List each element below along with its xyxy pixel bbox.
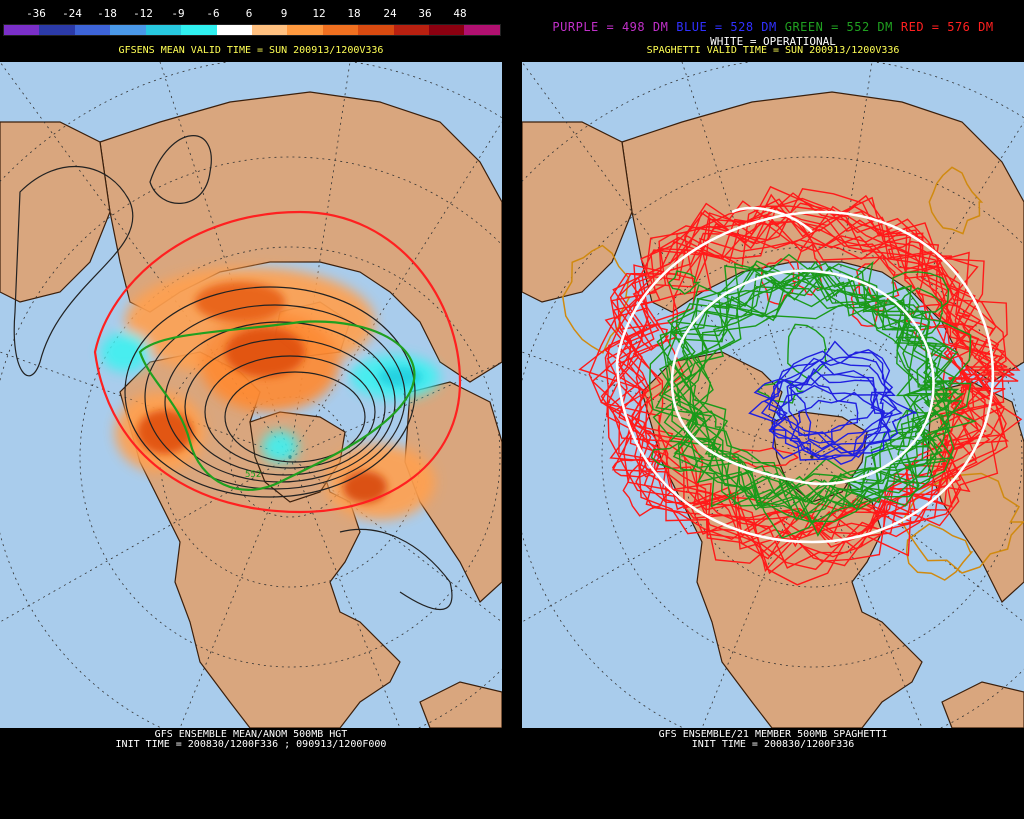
contour-576-red xyxy=(93,210,462,514)
spaghetti-member-contour xyxy=(905,523,974,581)
spaghetti-member-contour xyxy=(796,243,825,296)
contour-552-green xyxy=(138,320,416,491)
legend-purple: PURPLE = 498 DM xyxy=(552,20,669,34)
spaghetti-footer-init-time: INIT TIME = 200830/1200F336 xyxy=(691,739,855,750)
spaghetti-member-contour xyxy=(731,447,799,468)
colorbar-swatch xyxy=(464,25,500,35)
spaghetti-member-contour xyxy=(604,193,1010,575)
colorbar-swatch xyxy=(393,25,430,35)
spaghetti-member-contour xyxy=(753,350,892,435)
colorbar-tick: 48 xyxy=(453,7,467,20)
colorbar-swatch xyxy=(216,25,252,35)
spaghetti-member-contour xyxy=(942,351,969,407)
legend-red: RED = 576 DM xyxy=(900,20,994,34)
colorbar-tick-labels: -36 -24 -18 -12 -9 -6 6 9 12 18 24 36 48 xyxy=(0,7,502,21)
asia-east xyxy=(522,121,633,303)
colorbar-swatch xyxy=(287,25,323,35)
colorbar-tick: 24 xyxy=(383,7,397,20)
colorbar-swatch xyxy=(181,25,217,35)
mean-footer-title: GFS ENSEMBLE MEAN/ANOM 500MB HGT xyxy=(154,729,348,740)
spaghetti-member-contour xyxy=(655,253,972,509)
spaghetti-member-contour xyxy=(671,270,956,523)
colorbar-swatch xyxy=(251,25,288,35)
colorbar-swatch xyxy=(74,25,111,35)
operational-contours xyxy=(615,206,995,544)
spaghetti-contours-528 xyxy=(748,340,917,465)
spaghetti-member-contour xyxy=(788,356,887,456)
spaghetti-member-contour xyxy=(786,351,903,454)
spaghetti-member-contour xyxy=(768,340,898,444)
spaghetti-member-contour xyxy=(667,270,701,295)
colorbar-tick: -24 xyxy=(62,7,82,20)
spaghetti-member-contour xyxy=(911,323,974,361)
spaghetti-member-contour xyxy=(895,409,945,442)
spaghetti-panel: PURPLE = 498 DM BLUE = 528 DM GREEN = 552 … xyxy=(522,0,1024,819)
contour-label-552: 552 xyxy=(245,470,261,480)
spaghetti-member-contour xyxy=(628,198,1023,567)
colorbar-swatch xyxy=(429,25,465,35)
ensemble-mean-panel: -36 -24 -18 -12 -9 -6 6 9 12 18 24 36 48… xyxy=(0,0,502,819)
colorbar-tick: 12 xyxy=(312,7,326,20)
colorbar-tick: 36 xyxy=(418,7,432,20)
spaghetti-member-contour xyxy=(880,287,943,339)
spaghetti-map xyxy=(522,62,1024,728)
spaghetti-member-contour xyxy=(692,267,956,492)
colorbar-swatch xyxy=(322,25,359,35)
spaghetti-member-contour xyxy=(850,283,880,327)
colorbar-tick: 6 xyxy=(245,7,253,20)
spaghetti-contours-552 xyxy=(648,253,977,539)
spaghetti-member-contour xyxy=(616,218,1007,573)
colorbar-swatch xyxy=(110,25,146,35)
spaghetti-member-contour xyxy=(652,268,920,522)
operational-legend: WHITE = OPERATIONAL xyxy=(710,35,836,48)
mean-valid-time: GFSENS MEAN VALID TIME = SUN 200913/1200… xyxy=(118,45,384,56)
spaghetti-member-contour xyxy=(768,367,891,461)
spaghetti-member-contour xyxy=(887,240,953,272)
spaghetti-member-contour xyxy=(672,266,944,498)
spaghetti-member-contour xyxy=(789,391,892,465)
spaghetti-member-contour xyxy=(633,429,661,478)
spaghetti-member-contour xyxy=(644,192,1015,563)
spaghetti-member-contour xyxy=(562,244,631,354)
spaghetti-member-contour xyxy=(606,205,1005,545)
mean-footer-init-time: INIT TIME = 200830/1200F336 ; 090913/120… xyxy=(115,739,387,750)
spaghetti-legend: PURPLE = 498 DM BLUE = 528 DM GREEN = 552 … xyxy=(522,20,1024,34)
spaghetti-member-contour xyxy=(685,410,722,444)
legend-blue: BLUE = 528 DM xyxy=(676,20,777,34)
spaghetti-contours-576 xyxy=(578,185,1023,586)
anomaly-colorbar xyxy=(3,24,501,36)
spaghetti-valid-time: SPAGHETTI VALID TIME = SUN 200913/1200V3… xyxy=(646,45,900,56)
colorbar-tick: -36 xyxy=(26,7,46,20)
spaghetti-member-contour xyxy=(928,166,984,235)
colorbar-swatch xyxy=(145,25,182,35)
colorbar-tick: 9 xyxy=(280,7,288,20)
legend-green: GREEN = 552 DM xyxy=(784,20,893,34)
colorbar-tick: -6 xyxy=(206,7,220,20)
spaghetti-member-contour xyxy=(650,441,705,473)
panel-divider xyxy=(502,0,522,819)
colorbar-swatch xyxy=(4,25,40,35)
spaghetti-member-contour xyxy=(640,322,670,351)
spaghetti-footer-title: GFS ENSEMBLE/21 MEMBER 500MB SPAGHETTI xyxy=(658,729,888,740)
spaghetti-member-contour xyxy=(787,323,827,379)
spaghetti-member-contour xyxy=(617,188,1005,550)
colorbar-tick: -18 xyxy=(97,7,117,20)
spaghetti-member-contour xyxy=(891,271,950,314)
colorbar-tick: -12 xyxy=(133,7,153,20)
colorbar-tick: -9 xyxy=(171,7,185,20)
anomaly-shading xyxy=(100,267,440,520)
colorbar-swatch xyxy=(39,25,75,35)
mean-anomaly-map: 552 xyxy=(0,62,502,728)
colorbar-swatch xyxy=(358,25,394,35)
spaghetti-member-contour xyxy=(666,302,977,508)
colorbar-tick: 18 xyxy=(347,7,361,20)
